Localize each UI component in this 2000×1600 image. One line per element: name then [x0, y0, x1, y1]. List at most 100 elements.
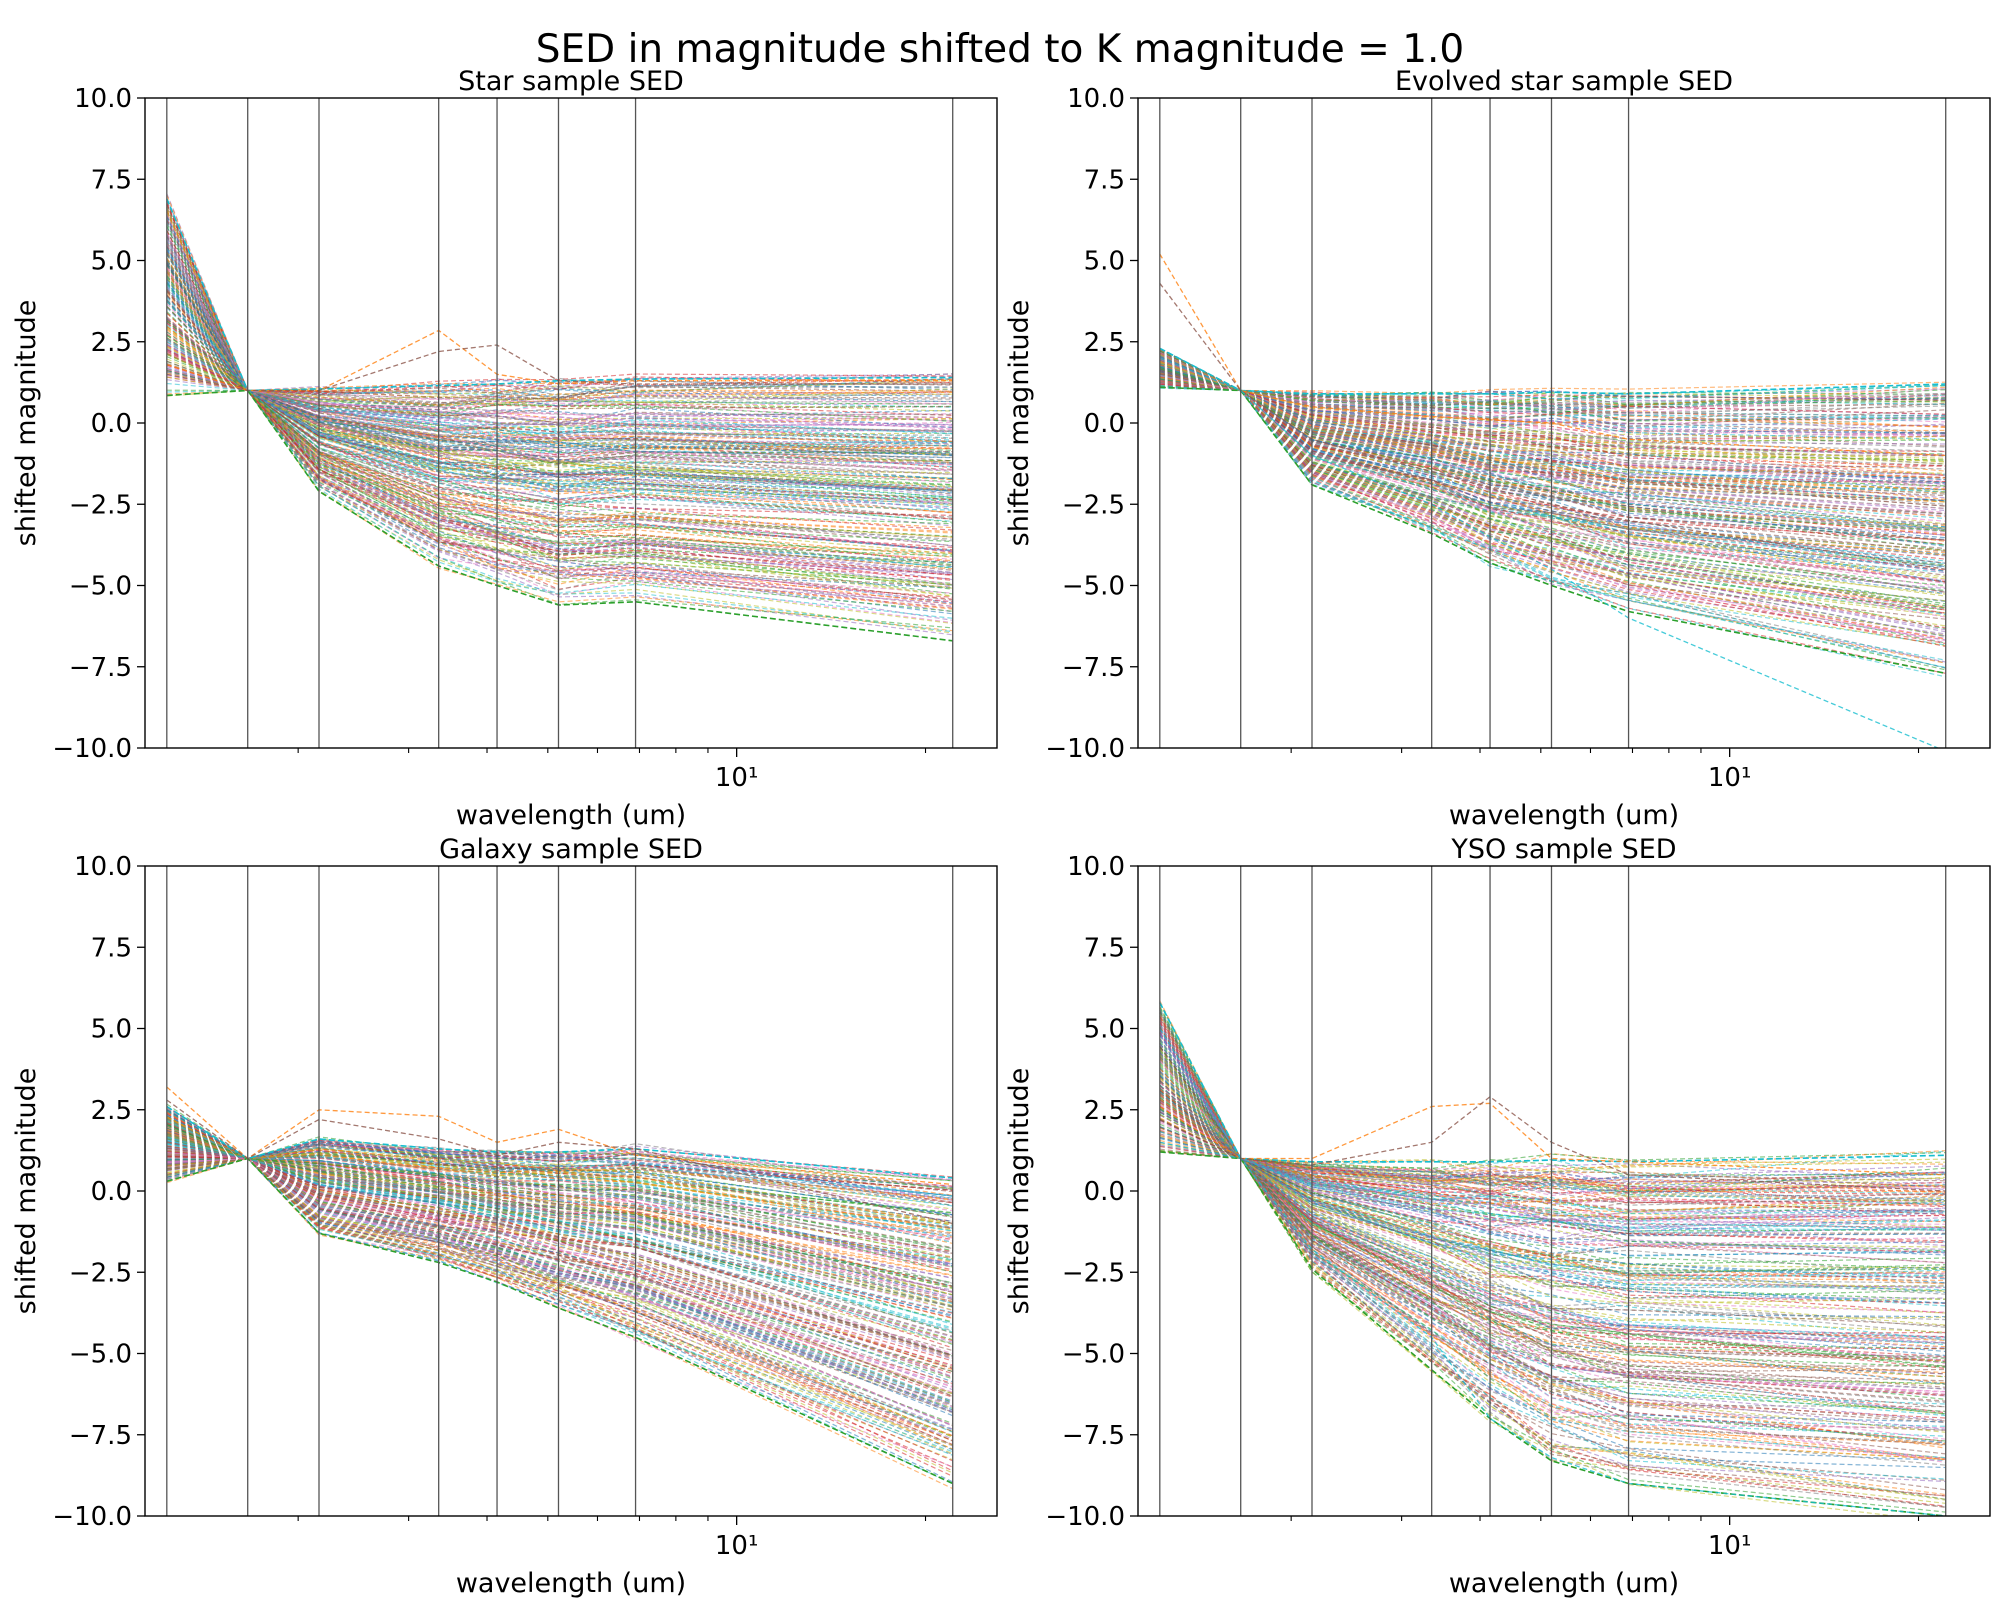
y-axis-label: shifted magnitude — [1004, 1068, 1035, 1315]
sed-curve — [1159, 349, 1946, 413]
sed-curve — [166, 312, 953, 533]
sed-curve — [166, 367, 953, 589]
sed-curve — [166, 207, 953, 405]
sed-curve — [1159, 1045, 1946, 1253]
sed-curve — [166, 197, 953, 392]
sed-curve — [166, 203, 953, 397]
sed-curve — [1159, 1011, 1946, 1176]
y-tick-label: 10.0 — [74, 84, 132, 114]
sed-curve — [166, 1137, 953, 1318]
sed-curve-outlier — [166, 1086, 953, 1186]
sed-curve — [166, 312, 953, 516]
sed-curve — [1159, 1007, 1946, 1179]
sed-curve — [1159, 1085, 1946, 1349]
sed-curve — [1159, 350, 1946, 422]
sed-curve — [1159, 353, 1946, 436]
sed-curve — [166, 202, 953, 393]
sed-curve — [1159, 349, 1946, 407]
sed-curve — [166, 1114, 953, 1197]
sed-curve — [166, 214, 953, 407]
sed-curve — [166, 1116, 953, 1238]
sed-curve — [1159, 348, 1946, 400]
sed-curve — [1159, 348, 1946, 400]
y-axis-label: shifted magnitude — [11, 300, 42, 547]
sed-curve — [166, 389, 953, 633]
sed-curve — [166, 281, 953, 492]
sed-curve — [166, 201, 953, 395]
sed-curve — [166, 230, 953, 416]
y-tick-label: 2.5 — [91, 328, 132, 358]
sed-curve — [1159, 1134, 1946, 1460]
sed-curves — [166, 193, 953, 642]
sed-curve — [166, 206, 953, 400]
sed-curve — [1159, 352, 1946, 428]
sed-curve — [166, 370, 953, 621]
sed-curve — [1159, 1007, 1946, 1172]
y-tick-label: −5.0 — [69, 572, 132, 602]
sed-curve — [166, 1155, 953, 1366]
sed-curve — [1159, 1095, 1946, 1390]
sed-curve — [166, 194, 953, 392]
panel-galaxy: 10.0 7.5 5.0 2.5 0.0 −2.5 −5.0 −7.5 −10.0 10¹ Gala… — [11, 834, 998, 1599]
y-tick-label: −10.0 — [52, 734, 132, 764]
y-tick-label: 10.0 — [74, 852, 132, 882]
sed-curve-outlier — [1159, 1095, 1946, 1192]
sed-curve — [166, 300, 953, 511]
sed-curve — [1159, 1007, 1946, 1173]
sed-curve — [166, 200, 953, 397]
y-tick-label: −2.5 — [1062, 490, 1125, 520]
sed-curve — [1159, 353, 1946, 434]
sed-curve — [166, 216, 953, 399]
sed-curve — [1159, 1027, 1946, 1212]
sed-curve — [166, 1137, 953, 1305]
y-tick-label: −2.5 — [1062, 1258, 1125, 1288]
sed-curve-outlier — [1159, 253, 1946, 457]
y-tick-label: 7.5 — [91, 933, 132, 963]
sed-curve-outlier — [1159, 357, 1940, 748]
sed-curve — [166, 1157, 953, 1426]
sed-curve — [1159, 1090, 1946, 1385]
panel-yso: 10.0 7.5 5.0 2.5 0.0 −2.5 −5.0 −7.5 −10.0 10¹ YSO … — [1004, 834, 1991, 1599]
sed-curve — [166, 269, 953, 468]
sed-curve-upper — [1159, 347, 1946, 395]
sed-curve — [166, 360, 953, 601]
sed-curve — [166, 220, 953, 411]
sed-curve — [1159, 1009, 1946, 1187]
sed-curve — [166, 376, 953, 603]
y-tick-label: 0.0 — [91, 1177, 132, 1207]
sed-curve — [166, 379, 953, 636]
sed-curve — [166, 210, 953, 394]
sed-curve-upper — [166, 198, 953, 392]
sed-curve — [1159, 352, 1946, 428]
sed-curve — [166, 334, 953, 566]
sed-curve — [1159, 349, 1946, 395]
sed-curve — [166, 1135, 953, 1288]
sed-curve — [166, 259, 953, 466]
sed-curve — [166, 1118, 953, 1230]
y-tick-label: −10.0 — [52, 1502, 132, 1532]
y-tick-label: 5.0 — [91, 247, 132, 277]
sed-curve — [166, 270, 953, 465]
sed-curve — [166, 248, 953, 444]
y-tick-label: 5.0 — [91, 1015, 132, 1045]
subplot-title: Star sample SED — [458, 66, 684, 97]
sed-curve — [166, 389, 953, 632]
sed-curve — [1159, 1026, 1946, 1223]
y-tick-label: −7.5 — [69, 653, 132, 683]
y-tick-label: 2.5 — [1084, 1096, 1125, 1126]
sed-curve — [166, 269, 953, 466]
sed-curve — [1159, 1051, 1946, 1275]
sed-curve — [1159, 1000, 1946, 1173]
sed-curve — [166, 1156, 953, 1385]
sed-curve — [166, 268, 953, 470]
sed-curve — [1159, 1016, 1946, 1213]
sed-curve — [166, 288, 953, 490]
sed-curve — [1159, 348, 1946, 406]
sed-curve — [166, 290, 953, 499]
sed-curve — [1159, 1027, 1946, 1233]
sed-curve-outlier — [1159, 282, 1946, 570]
sed-curve — [166, 1152, 953, 1388]
y-tick-label: −7.5 — [69, 1421, 132, 1451]
y-axis-label: shifted magnitude — [1004, 300, 1035, 547]
sed-curve — [1159, 1094, 1946, 1374]
